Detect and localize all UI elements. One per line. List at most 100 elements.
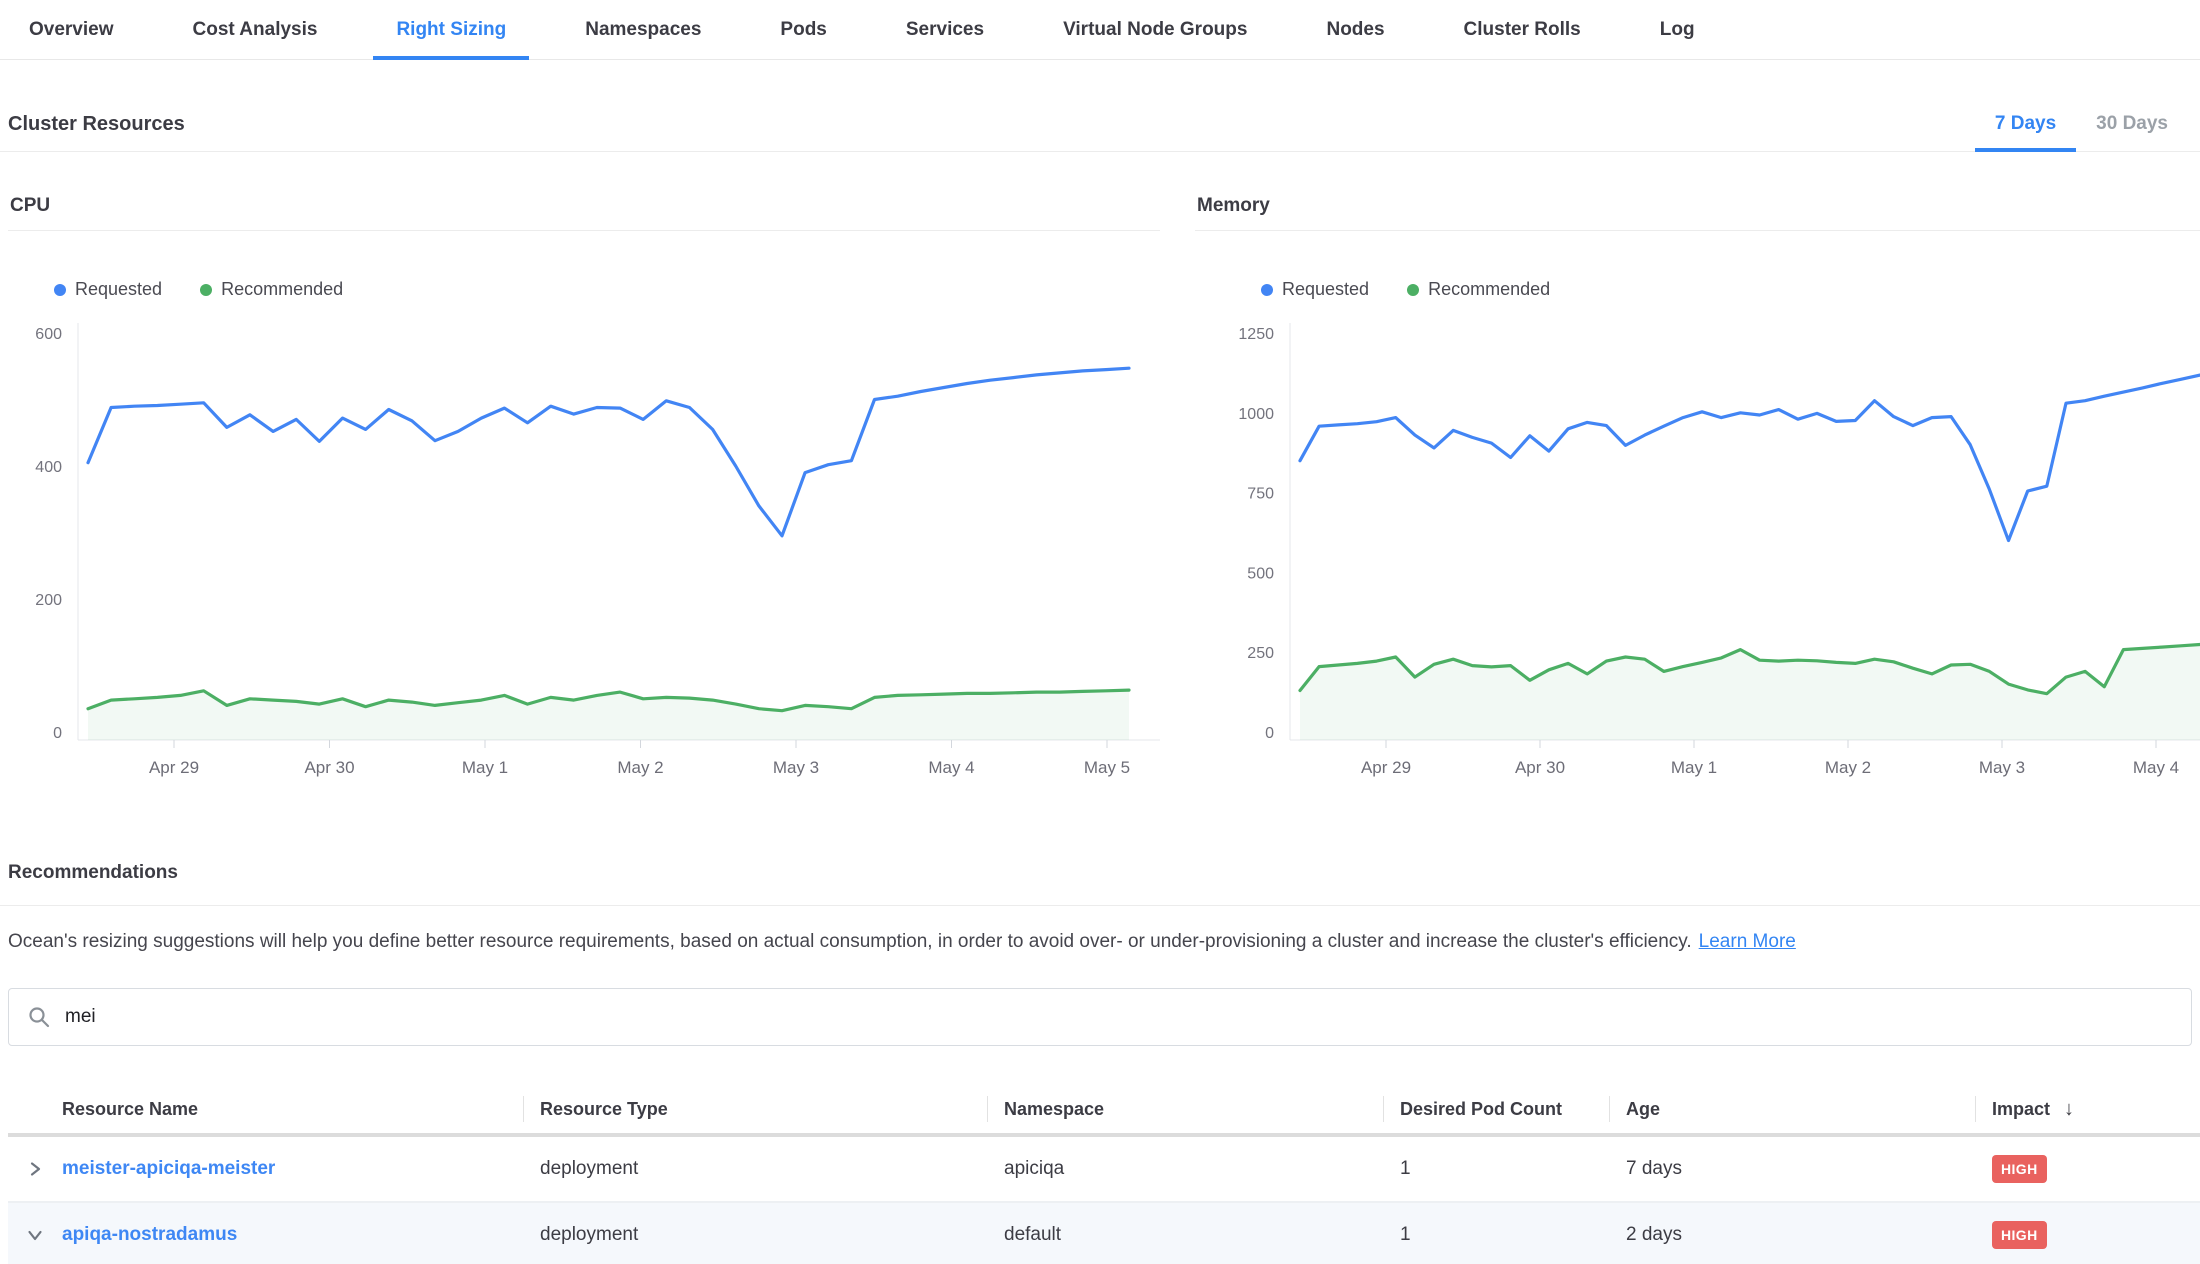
cell-impact: HIGH <box>1975 1221 2200 1249</box>
cell-resource-type: deployment <box>540 1224 639 1245</box>
svg-text:May 4: May 4 <box>928 758 974 777</box>
search-input[interactable] <box>65 1006 2173 1028</box>
table-row[interactable]: apiqa-nostradamus deployment default 1 2 day… <box>8 1203 2200 1264</box>
top-nav: Overview Cost Analysis Right Sizing Namespa… <box>0 0 2200 60</box>
legend-label: Requested <box>1282 279 1370 299</box>
cpu-chart-title: CPU <box>8 195 1160 231</box>
column-header-resource-name[interactable]: Resource Name <box>62 1085 523 1133</box>
svg-text:Apr 30: Apr 30 <box>1515 758 1565 777</box>
svg-text:750: 750 <box>1247 486 1274 503</box>
column-label: Namespace <box>1004 1098 1105 1119</box>
legend-dot-icon <box>1261 283 1273 296</box>
tab-cluster-rolls[interactable]: Cluster Rolls <box>1441 0 1604 59</box>
cell-age: 2 days <box>1626 1224 1682 1245</box>
svg-text:May 3: May 3 <box>773 758 819 777</box>
tab-namespaces[interactable]: Namespaces <box>562 0 724 59</box>
tab-label: Right Sizing <box>396 18 507 40</box>
recommendations-description-text: Ocean's resizing suggestions will help y… <box>8 931 1692 952</box>
svg-text:May 5: May 5 <box>1084 758 1130 777</box>
legend-label: Recommended <box>221 279 344 299</box>
column-header-resource-type[interactable]: Resource Type <box>523 1085 987 1133</box>
svg-text:May 2: May 2 <box>617 758 663 777</box>
tab-right-sizing[interactable]: Right Sizing <box>373 0 529 60</box>
cell-age: 7 days <box>1626 1158 1682 1179</box>
column-label: Impact <box>1992 1098 2051 1119</box>
legend-item-recommended[interactable]: Recommended <box>1407 279 1550 300</box>
svg-text:500: 500 <box>1247 565 1274 582</box>
svg-text:400: 400 <box>35 459 62 476</box>
tab-virtual-node-groups[interactable]: Virtual Node Groups <box>1040 0 1270 59</box>
impact-badge: HIGH <box>1992 1221 2047 1249</box>
tab-log[interactable]: Log <box>1637 0 1718 59</box>
legend-item-recommended[interactable]: Recommended <box>200 279 343 300</box>
range-tab-30-days[interactable]: 30 Days <box>2096 113 2168 134</box>
legend-item-requested[interactable]: Requested <box>1261 279 1369 300</box>
table-header: Resource Name Resource Type Namespace De… <box>8 1085 2200 1137</box>
range-tab-7-days[interactable]: 7 Days <box>1974 113 2077 152</box>
chevron-right-icon <box>30 1162 41 1176</box>
svg-text:600: 600 <box>35 326 62 343</box>
table-body: meister-apiciqa-meister deployment apiciqa… <box>8 1137 2200 1264</box>
svg-text:0: 0 <box>1265 725 1274 742</box>
search-icon <box>29 1007 50 1028</box>
column-label: Resource Type <box>540 1098 668 1119</box>
column-label: Resource Name <box>62 1098 199 1119</box>
cell-namespace: default <box>1004 1224 1062 1245</box>
tab-label: Pods <box>780 18 827 40</box>
column-label: Desired Pod Count <box>1400 1098 1563 1119</box>
learn-more-link[interactable]: Learn More <box>1698 931 1796 952</box>
svg-text:200: 200 <box>35 592 62 609</box>
tab-label: Namespaces <box>585 18 702 40</box>
search-box[interactable] <box>8 988 2192 1046</box>
section-header: Cluster Resources 7 Days 30 Days <box>0 61 2200 152</box>
memory-chart: 1250 1000 750 500 250 0 Apr 29 Apr 30 May 1 May 2… <box>1195 310 2200 795</box>
tab-label: Services <box>905 18 985 40</box>
svg-text:Apr 30: Apr 30 <box>304 758 354 777</box>
memory-chart-legend: Requested Recommended <box>1261 279 2200 300</box>
sort-descending-icon[interactable]: ↓ <box>2064 1097 2075 1120</box>
svg-text:0: 0 <box>53 725 62 742</box>
cell-impact: HIGH <box>1975 1155 2200 1183</box>
column-label: Age <box>1626 1098 1661 1119</box>
legend-dot-icon <box>200 283 213 296</box>
svg-text:May 4: May 4 <box>2133 758 2179 777</box>
svg-text:Apr 29: Apr 29 <box>149 758 199 777</box>
tab-label: Log <box>1659 18 1695 40</box>
column-header-namespace[interactable]: Namespace <box>987 1085 1383 1133</box>
legend-item-requested[interactable]: Requested <box>54 279 162 300</box>
svg-text:1250: 1250 <box>1238 326 1274 343</box>
legend-dot-icon <box>1407 283 1420 296</box>
column-header-desired-pod-count[interactable]: Desired Pod Count <box>1383 1085 1609 1133</box>
tab-cost-analysis[interactable]: Cost Analysis <box>170 0 341 59</box>
legend-dot-icon <box>54 283 66 296</box>
column-header-age[interactable]: Age <box>1609 1085 1975 1133</box>
row-expander[interactable] <box>8 1160 62 1178</box>
resource-name-link[interactable]: meister-apiciqa-meister <box>62 1158 276 1179</box>
resource-name-link[interactable]: apiqa-nostradamus <box>62 1224 238 1245</box>
header-expander-spacer <box>8 1085 62 1133</box>
tab-label: Virtual Node Groups <box>1063 18 1248 40</box>
svg-text:Apr 29: Apr 29 <box>1361 758 1411 777</box>
memory-line-chart: 1250 1000 750 500 250 0 Apr 29 Apr 30 May 1 May 2… <box>1238 323 2200 777</box>
column-header-impact[interactable]: Impact ↓ <box>1975 1085 2200 1133</box>
cpu-chart-panel: CPU Requested Recommended 600 400 200 0 Apr 2… <box>8 195 1160 795</box>
tab-pods[interactable]: Pods <box>757 0 849 59</box>
tab-nodes[interactable]: Nodes <box>1303 0 1407 59</box>
legend-label: Requested <box>75 279 163 299</box>
tab-label: Overview <box>29 18 114 40</box>
recommendations-title: Recommendations <box>8 862 178 883</box>
cell-desired-pod-count: 1 <box>1400 1158 1411 1179</box>
row-expander[interactable] <box>8 1226 62 1244</box>
svg-text:May 3: May 3 <box>1979 758 2025 777</box>
svg-text:May 2: May 2 <box>1825 758 1871 777</box>
table-row[interactable]: meister-apiciqa-meister deployment apiciqa… <box>8 1137 2200 1203</box>
svg-text:May 1: May 1 <box>1671 758 1717 777</box>
cpu-chart-legend: Requested Recommended <box>54 279 1160 300</box>
tab-services[interactable]: Services <box>883 0 1007 59</box>
memory-chart-title: Memory <box>1195 195 2200 231</box>
tab-overview[interactable]: Overview <box>6 0 137 59</box>
recommendations-description: Ocean's resizing suggestions will help y… <box>8 931 1796 953</box>
cell-resource-type: deployment <box>540 1158 639 1179</box>
range-tabs: 7 Days 30 Days <box>1974 113 2188 152</box>
tab-label: Nodes <box>1326 18 1385 40</box>
